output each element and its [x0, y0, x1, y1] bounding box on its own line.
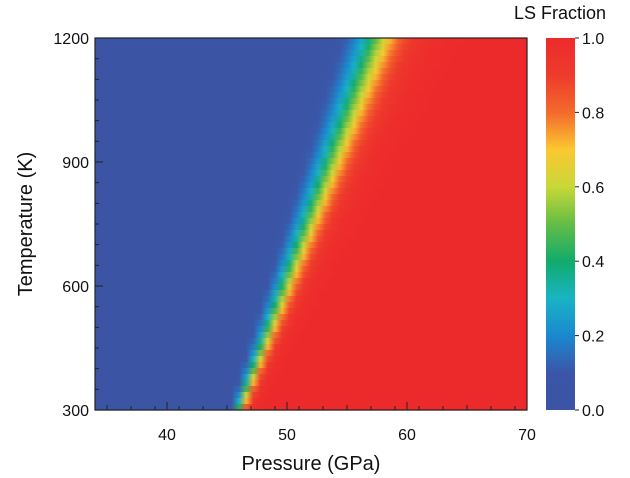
- heatmap-strip: [95, 122, 527, 129]
- heatmap-strip: [95, 350, 527, 357]
- heatmap-strip: [95, 278, 527, 285]
- heatmap-strip: [95, 266, 527, 273]
- heatmap-strip: [95, 260, 527, 267]
- heatmap-strip: [95, 314, 527, 321]
- x-axis-title: Pressure (GPa): [242, 453, 381, 475]
- heatmap-strip: [95, 332, 527, 339]
- heatmap-strip: [95, 392, 527, 399]
- heatmap-strip: [95, 404, 527, 411]
- heatmap-strip: [95, 158, 527, 165]
- heatmap-strip: [95, 368, 527, 375]
- colorbar-tick-label: 0.0: [582, 403, 604, 420]
- heatmap-strip: [95, 284, 527, 291]
- heatmap-strip: [95, 356, 527, 363]
- y-tick-label: 300: [62, 403, 89, 420]
- heatmap-strip: [95, 320, 527, 327]
- heatmap-strip: [95, 194, 527, 201]
- heatmap-strip: [95, 362, 527, 369]
- heatmap-strip: [95, 68, 527, 75]
- y-axis-title: Temperature (K): [15, 152, 37, 297]
- heatmap-strip: [95, 386, 527, 393]
- y-tick-label: 900: [62, 155, 89, 172]
- heatmap-strip: [95, 188, 527, 195]
- heatmap-strip: [95, 338, 527, 345]
- heatmap-strip: [95, 56, 527, 63]
- heatmap-strip: [95, 176, 527, 183]
- heatmap-strip: [95, 308, 527, 315]
- heatmap-strip: [95, 344, 527, 351]
- colorbar-tick-label: 0.2: [582, 329, 604, 346]
- heatmap-strip: [95, 254, 527, 261]
- heatmap-strip: [95, 110, 527, 117]
- heatmap-strip: [95, 146, 527, 153]
- y-tick-label: 600: [62, 279, 89, 296]
- colorbar-title: LS Fraction: [514, 3, 606, 23]
- heatmap-strip: [95, 218, 527, 225]
- heatmap-strip: [95, 230, 527, 237]
- x-tick-label: 60: [398, 427, 416, 444]
- heatmap-strip: [95, 224, 527, 231]
- heatmap-strip: [95, 62, 527, 69]
- heatmap-strip: [95, 302, 527, 309]
- x-tick-label: 70: [518, 427, 536, 444]
- heatmap-strip: [95, 236, 527, 243]
- colorbar-tick-label: 0.4: [582, 254, 604, 271]
- heatmap-strip: [95, 86, 527, 93]
- heatmap-strip: [95, 206, 527, 213]
- heatmap-strip: [95, 134, 527, 141]
- colorbar-tick-label: 0.8: [582, 105, 604, 122]
- x-tick-label: 50: [278, 427, 296, 444]
- heatmap-strip: [95, 164, 527, 171]
- heatmap-strip: [95, 290, 527, 297]
- heatmap-strip: [95, 128, 527, 135]
- colorbar-tick-label: 1.0: [582, 31, 604, 48]
- heatmap-strip: [95, 200, 527, 207]
- heatmap-strip: [95, 380, 527, 387]
- heatmap-strip: [95, 398, 527, 405]
- heatmap-strip: [95, 248, 527, 255]
- heatmap-strip: [95, 182, 527, 189]
- heatmap-strip: [95, 326, 527, 333]
- heatmap-strip: [95, 170, 527, 177]
- heatmap-strip: [95, 44, 527, 51]
- heatmap-strip: [95, 74, 527, 81]
- heatmap-strip: [95, 374, 527, 381]
- heatmap-strip: [95, 80, 527, 87]
- heatmap-strip: [95, 116, 527, 123]
- colorbar-tick-label: 0.6: [582, 180, 604, 197]
- heatmap-strip: [95, 296, 527, 303]
- y-axis: 300 600 900 1200: [53, 31, 103, 420]
- heatmap-strip: [95, 50, 527, 57]
- heatmap-strip: [95, 272, 527, 279]
- colorbar-ticks: 0.0 0.2 0.4 0.6 0.8 1.0: [575, 31, 604, 420]
- x-axis: 40 50 60 70: [106, 402, 536, 444]
- heatmap-strip: [95, 104, 527, 111]
- x-tick-label: 40: [158, 427, 176, 444]
- heatmap-strip: [95, 140, 527, 147]
- heatmap-strip: [95, 98, 527, 105]
- heatmap-strip: [95, 242, 527, 249]
- heatmap-strip: [95, 152, 527, 159]
- heatmap-strip: [95, 92, 527, 99]
- colorbar: [546, 38, 575, 410]
- y-tick-label: 1200: [53, 31, 89, 48]
- heatmap-strip: [95, 212, 527, 219]
- heatmap-area: [95, 38, 527, 411]
- heatmap-strip: [95, 38, 527, 45]
